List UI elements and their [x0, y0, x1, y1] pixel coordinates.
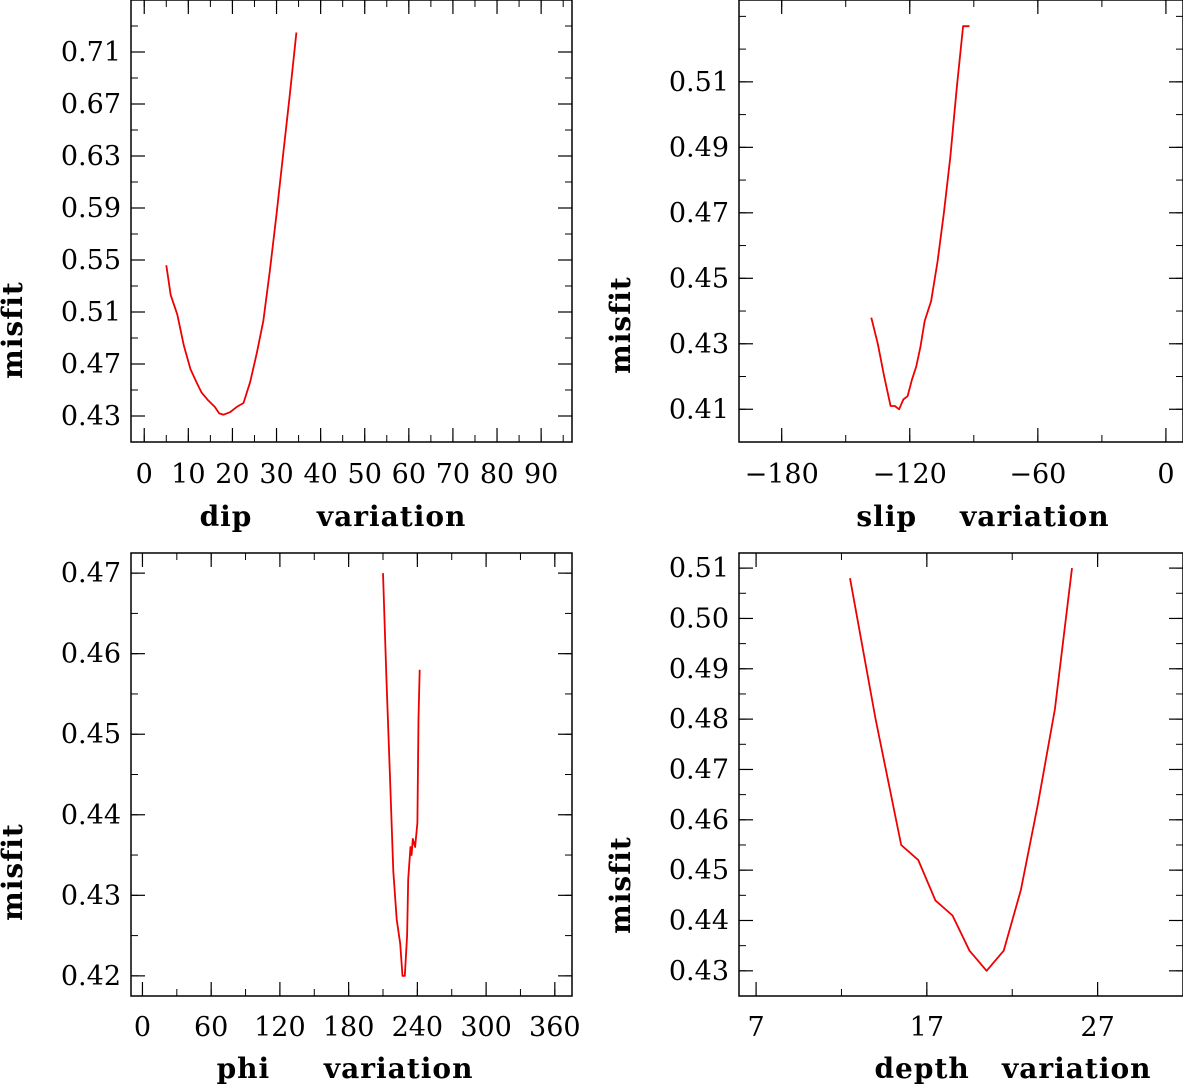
phi-xtick-label: 60: [194, 1012, 228, 1043]
depth-xlabel: depth variation: [874, 1052, 1151, 1085]
depth-ytick-label: 0.50: [669, 603, 729, 634]
dip-xtick-label: 60: [392, 459, 426, 490]
depth-ytick-label: 0.48: [669, 704, 729, 735]
depth-ytick-label: 0.45: [669, 855, 729, 886]
depth-ytick-label: 0.43: [669, 956, 729, 987]
dip-misfit-curve: [165, 32, 298, 416]
phi-ytick-label: 0.45: [61, 719, 121, 750]
phi-plot-frame: [130, 552, 573, 997]
dip-xtick-label: 80: [480, 459, 514, 490]
phi-xtick-label: 300: [460, 1012, 512, 1043]
depth-plot-frame: [738, 552, 1183, 997]
panel-depth: 7 17 27 0.43 0.44 0.45 0.46 0.47 0.48 0.49 0.50 0.5…: [604, 552, 1183, 1085]
depth-misfit-curve: [849, 567, 1073, 972]
dip-ylabel: misfit: [0, 281, 29, 379]
dip-ytick-label: 0.63: [61, 141, 121, 172]
dip-xtick-label: 0: [136, 459, 153, 490]
slip-ytick-label: 0.41: [669, 394, 729, 425]
phi-xlabel: phi variation: [217, 1052, 474, 1085]
slip-xtick-label: 0: [1157, 459, 1174, 490]
depth-ytick-label: 0.46: [669, 805, 729, 836]
phi-ylabel: misfit: [0, 823, 29, 921]
depth-ytick-label: 0.44: [669, 905, 729, 936]
phi-ytick-label: 0.42: [61, 961, 121, 992]
phi-xtick-label: 120: [254, 1012, 306, 1043]
dip-xtick-label: 10: [171, 459, 205, 490]
dip-xtick-label: 30: [259, 459, 293, 490]
dip-ytick-label: 0.51: [61, 297, 121, 328]
phi-xtick-label: 240: [392, 1012, 444, 1043]
slip-ylabel: misfit: [604, 276, 637, 374]
slip-xtick-label: −120: [873, 459, 947, 490]
dip-ytick-label: 0.47: [61, 349, 121, 380]
slip-xtick-label: −60: [1009, 459, 1066, 490]
slip-plot-frame: [738, 0, 1183, 443]
slip-ytick-label: 0.47: [669, 198, 729, 229]
phi-ytick-label: 0.47: [61, 558, 121, 589]
panel-slip: −180 −120 −60 0 0.41 0.43 0.45 0.47 0.49 0.51 slip…: [604, 0, 1183, 533]
depth-xtick-label: 27: [1080, 1012, 1114, 1043]
phi-xtick-label: 180: [323, 1012, 375, 1043]
depth-xtick-label: 17: [910, 1012, 944, 1043]
dip-xtick-label: 20: [215, 459, 249, 490]
dip-ytick-label: 0.59: [61, 193, 121, 224]
phi-ytick-label: 0.44: [61, 800, 121, 831]
dip-xlabel: dip variation: [200, 500, 467, 533]
panel-dip: 0 10 20 30 40 50 60 70 80 90 0.43 0.47 0.51 0.55 0.59 0…: [0, 0, 573, 533]
phi-misfit-curve: [382, 573, 421, 977]
dip-plot-frame: [130, 0, 573, 443]
slip-ytick-label: 0.49: [669, 132, 729, 163]
slip-xtick-label: −180: [745, 459, 819, 490]
depth-ytick-label: 0.51: [669, 553, 729, 584]
depth-ytick-label: 0.47: [669, 754, 729, 785]
slip-xlabel: slip variation: [856, 500, 1109, 533]
slip-misfit-curve: [870, 25, 970, 411]
depth-ytick-label: 0.49: [669, 654, 729, 685]
dip-ytick-label: 0.43: [61, 401, 121, 432]
dip-xtick-label: 50: [348, 459, 382, 490]
dip-ytick-label: 0.71: [61, 37, 121, 68]
dip-ytick-label: 0.67: [61, 89, 121, 120]
depth-ylabel: misfit: [604, 836, 637, 934]
phi-xtick-label: 0: [134, 1012, 151, 1043]
dip-ytick-label: 0.55: [61, 245, 121, 276]
panel-phi: 0 60 120 180 240 300 360 0.42 0.43 0.44 0.45 0.46 0.…: [0, 552, 581, 1085]
dip-xtick-label: 40: [303, 459, 337, 490]
phi-ytick-label: 0.46: [61, 639, 121, 670]
dip-xtick-label: 70: [436, 459, 470, 490]
slip-ytick-label: 0.43: [669, 329, 729, 360]
slip-ytick-label: 0.51: [669, 67, 729, 98]
slip-ytick-label: 0.45: [669, 263, 729, 294]
dip-xtick-label: 90: [524, 459, 558, 490]
phi-xtick-label: 360: [529, 1012, 581, 1043]
depth-xtick-label: 7: [747, 1012, 764, 1043]
phi-ytick-label: 0.43: [61, 880, 121, 911]
